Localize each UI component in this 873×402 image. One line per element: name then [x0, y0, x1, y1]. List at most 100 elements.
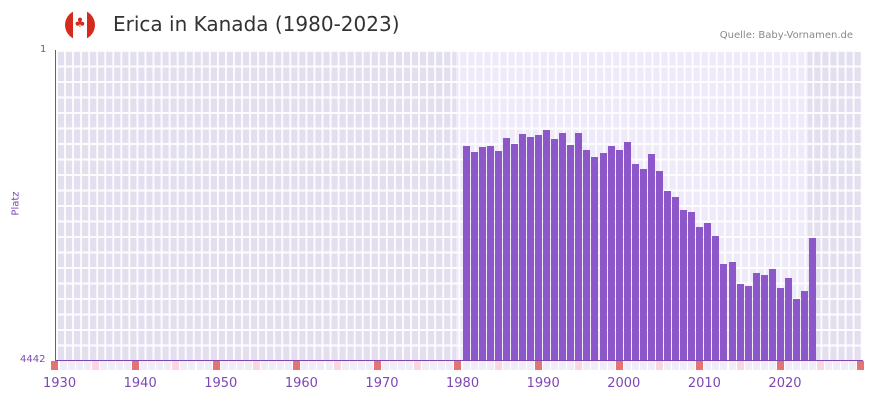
bar-1981[interactable]: [470, 152, 478, 360]
bar-2001[interactable]: [631, 164, 639, 360]
bar-1995[interactable]: [583, 150, 591, 360]
bar-1980[interactable]: [462, 146, 470, 360]
year-tick: [768, 361, 776, 370]
bar-2014[interactable]: [736, 284, 744, 360]
year-tick: [527, 361, 534, 370]
year-tick: [615, 361, 623, 370]
bar-2002[interactable]: [639, 169, 647, 360]
year-tick: [75, 361, 83, 370]
bar-1985[interactable]: [502, 138, 510, 360]
year-tick: [518, 361, 526, 370]
bar-2011[interactable]: [712, 236, 720, 360]
year-tick: [462, 361, 470, 370]
bar-1991[interactable]: [551, 139, 559, 360]
bar-2006[interactable]: [672, 197, 680, 360]
year-tick: [760, 361, 768, 370]
bar-2005[interactable]: [664, 191, 672, 360]
year-tick: [381, 361, 389, 370]
year-tick: [567, 361, 575, 370]
year-tick: [728, 361, 736, 370]
bar-1986[interactable]: [510, 144, 518, 360]
year-tick: [591, 361, 599, 370]
bar-1987[interactable]: [518, 134, 526, 360]
bar-1992[interactable]: [559, 133, 567, 360]
year-tick: [414, 361, 422, 370]
year-tick: [647, 361, 655, 370]
x-axis: [55, 360, 863, 361]
x-tick-2000: 2000: [607, 376, 641, 391]
y-tick-top: 1: [40, 44, 47, 55]
year-tick: [857, 361, 865, 370]
bar-1982[interactable]: [478, 147, 486, 360]
bar-1998[interactable]: [607, 146, 615, 360]
year-tick: [792, 361, 800, 370]
year-tick: [510, 361, 518, 370]
year-tick: [228, 361, 236, 370]
year-tick: [220, 361, 228, 370]
bar-2004[interactable]: [655, 171, 663, 360]
year-tick: [188, 361, 196, 370]
bar-2017[interactable]: [760, 275, 768, 360]
x-tick-1950: 1950: [204, 376, 238, 391]
bar-1999[interactable]: [615, 150, 623, 360]
year-tick: [664, 361, 672, 370]
x-tick-2010: 2010: [687, 376, 721, 391]
year-tick: [293, 361, 301, 370]
bar-2013[interactable]: [728, 262, 736, 360]
bar-2019[interactable]: [776, 288, 784, 360]
year-tick: [841, 361, 849, 370]
year-tick: [107, 361, 115, 370]
bar-2015[interactable]: [744, 286, 752, 360]
bar-1993[interactable]: [567, 145, 575, 360]
bar-1983[interactable]: [486, 146, 494, 360]
bar-2012[interactable]: [720, 264, 728, 360]
year-tick: [357, 361, 365, 370]
bar-2003[interactable]: [647, 154, 655, 360]
bar-2021[interactable]: [792, 299, 800, 360]
bar-1996[interactable]: [591, 157, 599, 360]
bar-1984[interactable]: [494, 151, 502, 360]
y-tick-bottom: 4442: [20, 354, 46, 365]
bar-2010[interactable]: [704, 223, 712, 360]
year-tick: [349, 361, 357, 370]
year-tick: [623, 361, 631, 370]
year-tick: [115, 361, 123, 370]
year-tick: [599, 361, 607, 370]
year-tick: [196, 361, 204, 370]
year-tick: [132, 361, 140, 370]
bar-1988[interactable]: [527, 137, 534, 360]
year-tick: [212, 361, 220, 370]
year-tick: [67, 361, 75, 370]
year-tick: [688, 361, 696, 370]
year-tick: [672, 361, 680, 370]
bar-1994[interactable]: [575, 133, 583, 360]
year-tick: [333, 361, 341, 370]
bar-2016[interactable]: [752, 273, 760, 360]
year-tick: [559, 361, 567, 370]
year-tick: [301, 361, 309, 370]
bar-2009[interactable]: [696, 227, 704, 360]
year-tick: [252, 361, 260, 370]
bar-1997[interactable]: [599, 153, 607, 360]
year-tick: [277, 361, 285, 370]
bar-2008[interactable]: [688, 212, 696, 360]
year-tick: [631, 361, 639, 370]
x-tick-1930: 1930: [43, 376, 77, 391]
bar-1990[interactable]: [543, 130, 551, 360]
year-tick: [655, 361, 663, 370]
year-tick: [269, 361, 277, 370]
year-tick: [124, 361, 131, 370]
year-tick: [736, 361, 744, 370]
bar-2007[interactable]: [680, 210, 688, 360]
bar-2000[interactable]: [623, 142, 631, 360]
canada-flag-icon: ♣: [65, 10, 95, 40]
year-tick: [261, 361, 269, 370]
bar-2023[interactable]: [809, 238, 817, 360]
x-tick-1960: 1960: [284, 376, 318, 391]
bar-2020[interactable]: [784, 278, 792, 360]
year-tick: [373, 361, 381, 370]
bar-2018[interactable]: [768, 269, 776, 360]
year-tick: [446, 361, 454, 370]
bar-1989[interactable]: [535, 135, 543, 360]
bar-2022[interactable]: [801, 291, 809, 360]
